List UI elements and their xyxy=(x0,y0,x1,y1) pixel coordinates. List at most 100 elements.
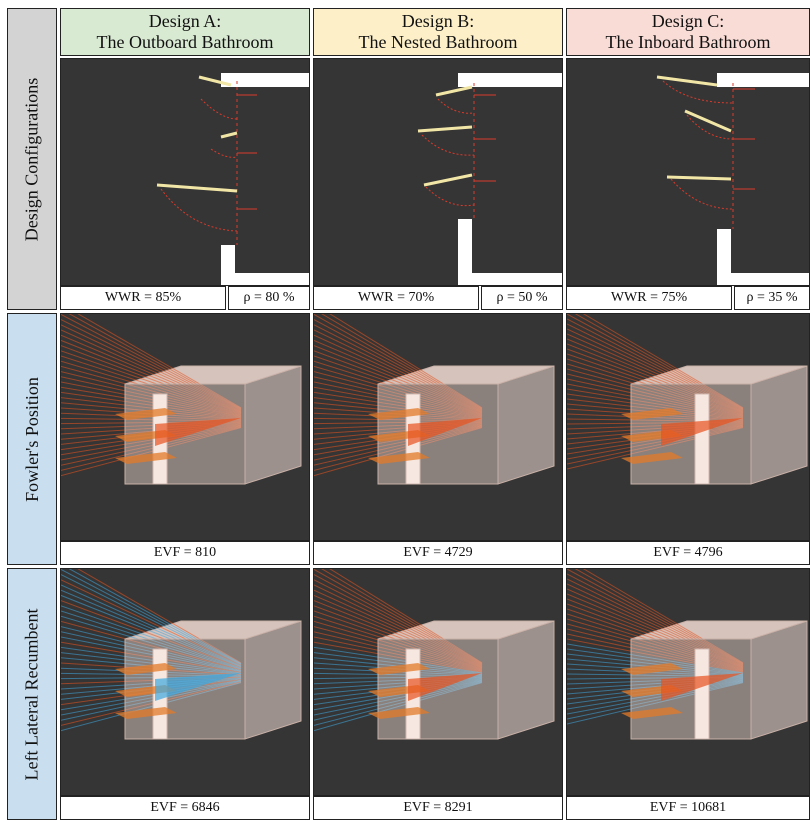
ray-line xyxy=(61,371,242,417)
fowler-render-design-a xyxy=(61,314,302,485)
ray-line xyxy=(567,378,744,418)
ray-line xyxy=(314,386,483,418)
ray-line xyxy=(314,680,483,716)
column-header-design-c: Design C: The Inboard Bathroom xyxy=(566,8,810,56)
ray-line xyxy=(77,314,242,409)
ray-line xyxy=(567,314,744,410)
wwr-caption-design-c: WWR = 75% xyxy=(566,286,732,310)
ray-line xyxy=(567,573,744,666)
evf-caption-lateral-design-c: EVF = 10681 xyxy=(566,796,810,820)
column-header-line2: The Inboard Bathroom xyxy=(605,32,771,52)
ray-line xyxy=(567,583,744,667)
ray-line xyxy=(61,646,242,674)
ray-line xyxy=(61,679,242,711)
ray-line xyxy=(567,682,744,725)
lateral-render-design-b xyxy=(314,569,555,740)
louver-blade xyxy=(621,408,683,420)
ray-line xyxy=(61,681,242,726)
louver-blade xyxy=(621,707,683,719)
ray-line xyxy=(567,413,744,422)
ray-line xyxy=(567,368,744,417)
box-wall-partition xyxy=(694,393,710,485)
ray-line xyxy=(567,398,744,420)
ray-line xyxy=(567,427,744,470)
angle-arc xyxy=(421,134,475,156)
ray-line xyxy=(314,365,483,416)
ray-line xyxy=(567,598,744,669)
rho-caption-design-a: ρ = 80 % xyxy=(228,286,310,310)
box-side-face xyxy=(244,620,302,740)
config-diagram-design-c xyxy=(656,73,809,285)
column-header-line1: Design B: xyxy=(401,11,475,31)
rho-caption-design-c: ρ = 35 % xyxy=(734,286,810,310)
ray-line xyxy=(567,593,744,668)
ray-line xyxy=(314,615,483,670)
ray-line xyxy=(567,628,744,672)
evf-caption-lateral-design-a: EVF = 6846 xyxy=(60,796,310,820)
ray-line xyxy=(314,314,483,410)
ray-line xyxy=(567,633,744,673)
ray-line xyxy=(314,626,483,672)
ray-line xyxy=(314,381,483,418)
ray-line xyxy=(314,426,483,471)
ray-line xyxy=(574,314,744,409)
ray-line xyxy=(329,569,483,664)
ray-line xyxy=(61,334,242,412)
ray-line xyxy=(567,333,744,412)
ray-line xyxy=(61,636,242,673)
ray-line xyxy=(314,636,483,673)
ray-line xyxy=(314,329,483,412)
lateral-panel-design-b xyxy=(313,568,563,796)
angle-arc xyxy=(200,98,238,120)
ray-line xyxy=(314,594,483,668)
ray-line xyxy=(321,314,483,409)
ray-line xyxy=(314,679,483,711)
lateral-panel-design-a xyxy=(60,568,310,796)
wall-top xyxy=(717,73,809,87)
ray-line xyxy=(329,314,483,409)
ray-line xyxy=(567,648,744,675)
evf-caption-lateral-design-b: EVF = 8291 xyxy=(313,796,563,820)
ray-line xyxy=(61,339,242,413)
ray-line xyxy=(61,314,242,410)
ray-line xyxy=(61,610,242,670)
ray-line xyxy=(61,574,242,666)
ray-line xyxy=(567,343,744,414)
ray-line xyxy=(314,641,483,673)
ray-line xyxy=(314,605,483,669)
ray-line xyxy=(61,425,242,461)
angle-arc xyxy=(160,188,238,232)
louver-blade xyxy=(368,663,430,675)
louver-blade xyxy=(621,452,683,464)
ray-line xyxy=(61,391,242,419)
ray-line xyxy=(582,314,744,409)
config-panel-design-b xyxy=(313,58,563,286)
ray-line xyxy=(314,345,483,414)
fowler-panel-design-c xyxy=(566,313,810,541)
ray-line xyxy=(77,569,242,664)
ray-focus xyxy=(408,673,482,701)
ray-line xyxy=(567,569,744,665)
column-header-line1: Design C: xyxy=(651,11,725,31)
fowler-panel-design-b xyxy=(313,313,563,541)
wall-top xyxy=(221,73,309,87)
ray-focus xyxy=(661,673,743,701)
ray-line xyxy=(314,334,483,412)
ray-line xyxy=(314,355,483,415)
ray-line xyxy=(61,579,242,666)
box-side-face xyxy=(750,365,808,485)
ray-line xyxy=(314,397,483,420)
ray-line xyxy=(61,324,242,411)
louver xyxy=(435,85,473,97)
ray-line xyxy=(314,371,483,417)
config-diagram-design-b xyxy=(417,73,562,285)
ray-line xyxy=(61,350,242,414)
ray-line xyxy=(567,383,744,418)
column-header-line2: The Outboard Bathroom xyxy=(96,32,274,52)
louver xyxy=(656,75,718,87)
ray-line xyxy=(61,594,242,668)
ray-line xyxy=(61,615,242,670)
louver-blade xyxy=(115,408,177,420)
ray-line xyxy=(61,426,242,471)
wwr-caption-design-b: WWR = 70% xyxy=(313,286,479,310)
